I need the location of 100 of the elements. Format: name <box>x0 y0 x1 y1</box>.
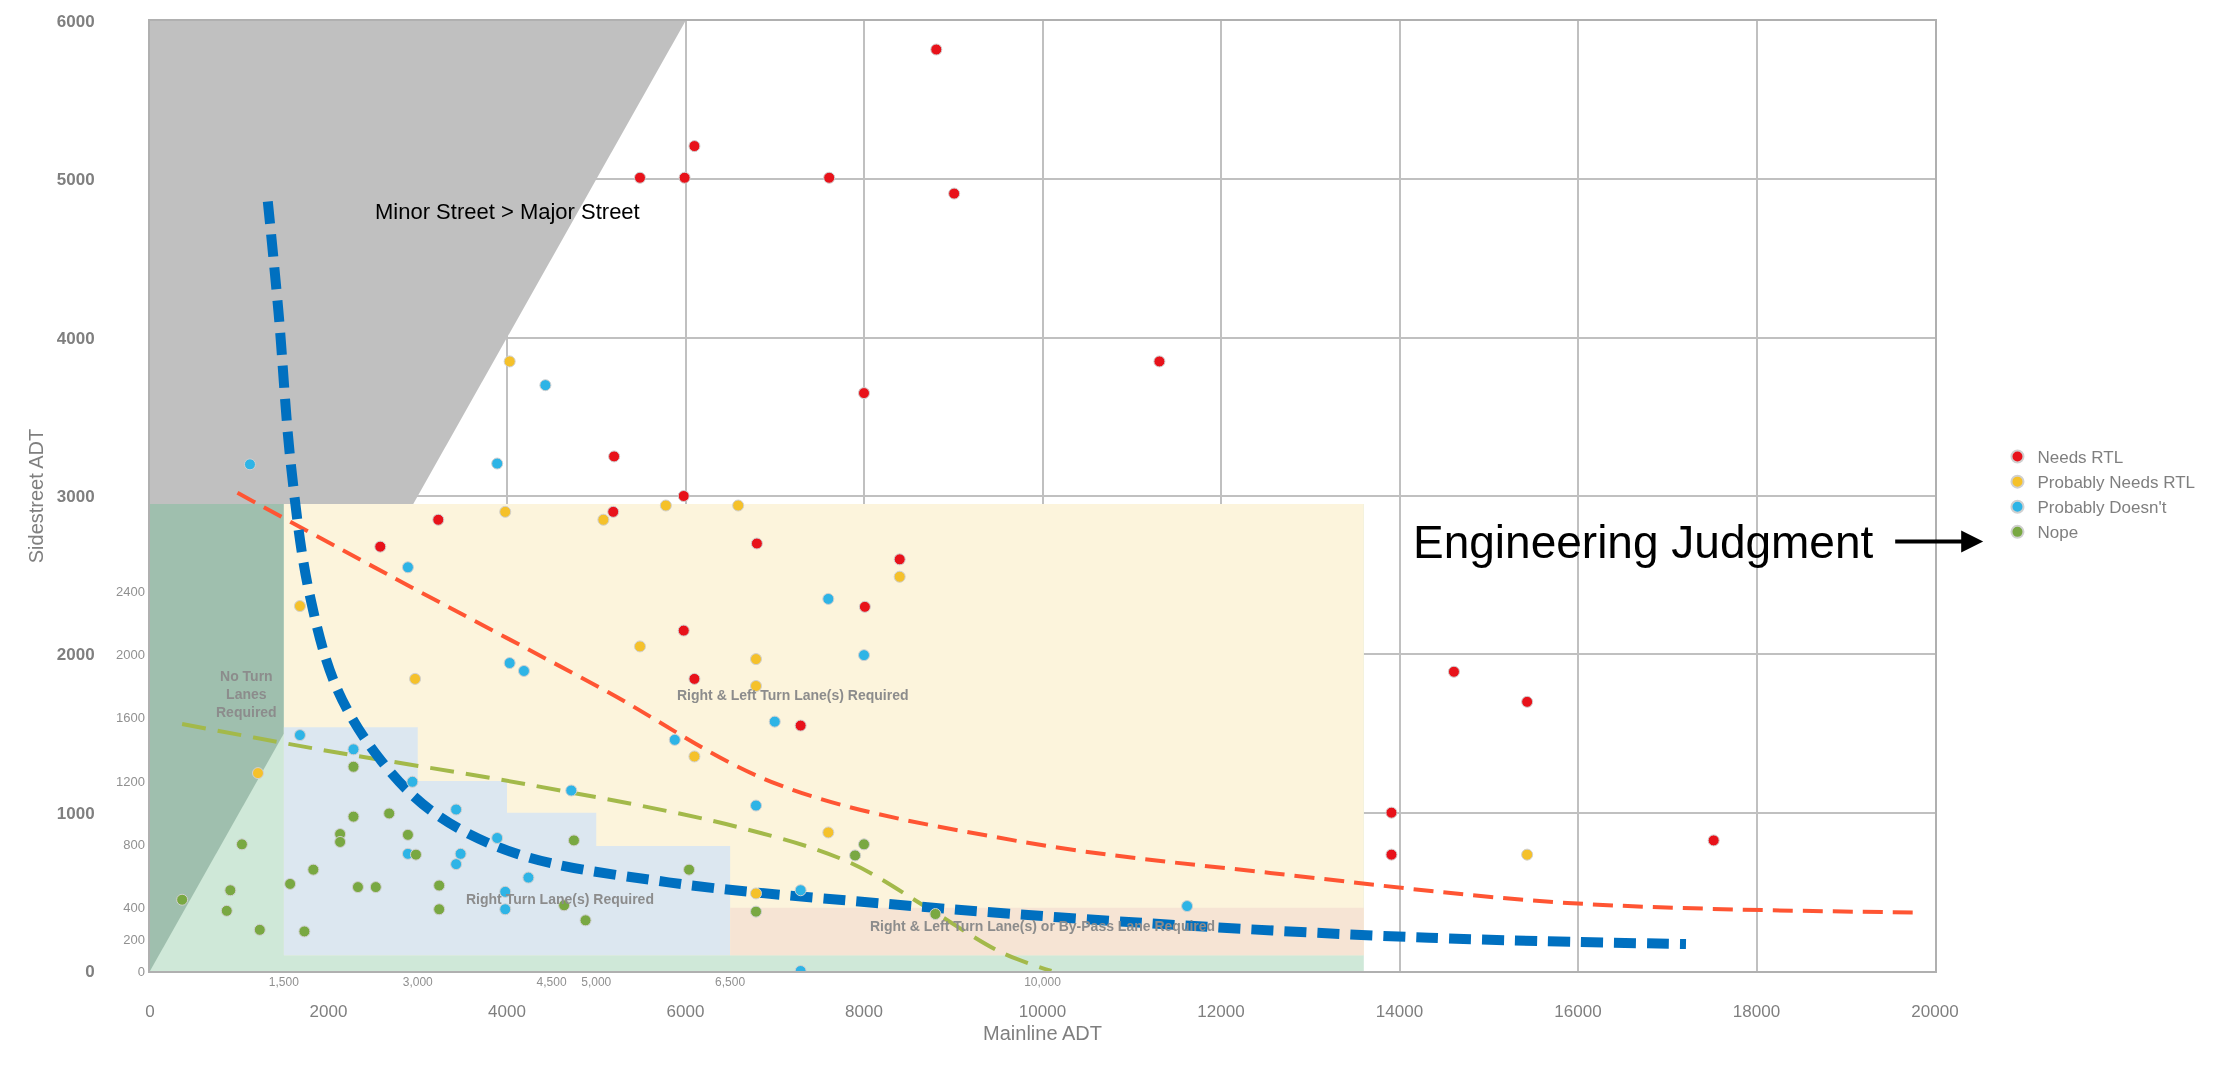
point <box>433 903 446 916</box>
point <box>893 570 906 583</box>
point <box>688 140 701 153</box>
point <box>235 838 248 851</box>
point <box>374 540 387 553</box>
point <box>401 828 414 841</box>
x-tick-label: 0 <box>145 1002 155 1022</box>
point <box>433 879 446 892</box>
point <box>822 592 835 605</box>
point <box>383 807 396 820</box>
point <box>930 43 943 56</box>
point <box>948 187 961 200</box>
point <box>284 877 297 890</box>
point <box>1181 900 1194 913</box>
point <box>1521 695 1534 708</box>
y2-tick-label: 400 <box>123 900 145 916</box>
x2-tick-label: 5,000 <box>581 975 612 989</box>
point <box>499 505 512 518</box>
x2-tick-label: 10,000 <box>1024 975 1062 989</box>
y-tick-label: 5000 <box>56 170 95 190</box>
x2-tick-label: 4,500 <box>536 975 567 989</box>
x-tick-label: 4000 <box>488 1002 526 1022</box>
point <box>522 871 535 884</box>
point <box>1153 355 1166 368</box>
point <box>794 884 807 897</box>
point <box>243 458 256 471</box>
point <box>849 849 862 862</box>
x-tick-label: 8000 <box>845 1002 883 1022</box>
point <box>794 719 807 732</box>
y2-tick-label: 2400 <box>116 583 145 599</box>
x2-tick-label: 3,000 <box>402 975 434 989</box>
y-tick-label: 4000 <box>56 328 95 348</box>
point <box>678 171 691 184</box>
point <box>409 848 422 861</box>
point <box>1447 665 1460 678</box>
y2-tick-label: 1600 <box>116 710 145 726</box>
point <box>293 729 306 742</box>
point <box>1385 848 1398 861</box>
point <box>517 664 530 677</box>
legend-label: Nope <box>2037 523 2079 543</box>
y-tick-label: 1000 <box>56 803 95 823</box>
annotation: Right & Left Turn Lane(s) Required <box>677 687 909 703</box>
y2-tick-label: 200 <box>123 931 145 947</box>
point <box>491 457 504 470</box>
point <box>668 733 681 746</box>
legend-label: Probably Needs RTL <box>2037 473 2195 493</box>
point <box>307 863 320 876</box>
point <box>823 171 836 184</box>
x2-tick-label: 6,500 <box>715 975 746 989</box>
point <box>750 799 763 812</box>
point <box>347 760 360 773</box>
point <box>450 803 463 816</box>
point <box>688 672 701 685</box>
x-tick-label: 14000 <box>1375 1002 1424 1022</box>
point <box>677 624 690 637</box>
point <box>176 893 189 906</box>
x-tick-label: 2000 <box>309 1002 348 1022</box>
point <box>1385 806 1398 819</box>
point <box>491 832 504 844</box>
annotation: Engineering Judgment <box>1413 516 1874 568</box>
x-tick-label: 20000 <box>1911 1002 1959 1022</box>
point <box>503 355 516 368</box>
point <box>750 905 763 918</box>
y-axis-title: Sidestreet ADT <box>24 428 47 564</box>
y2-tick-label: 2000 <box>116 646 145 662</box>
point <box>768 715 781 728</box>
point <box>334 835 347 848</box>
point <box>750 653 763 666</box>
point <box>597 513 610 526</box>
y-tick-label: 6000 <box>56 11 95 31</box>
point <box>750 887 763 900</box>
annotation: Minor Street > Major Street <box>375 199 640 224</box>
x-tick-label: 16000 <box>1554 1002 1602 1022</box>
point <box>251 767 264 780</box>
point <box>293 600 306 613</box>
point <box>432 513 445 526</box>
x-tick-label: 10000 <box>1018 1002 1067 1022</box>
point <box>858 387 870 400</box>
legend-label: Probably Doesn't <box>2037 498 2167 518</box>
point <box>858 838 870 851</box>
point <box>220 904 233 917</box>
point <box>454 847 467 860</box>
point <box>750 537 763 550</box>
line-series <box>180 722 1054 971</box>
point <box>633 640 646 653</box>
point <box>929 908 942 920</box>
point <box>608 450 621 463</box>
point <box>406 775 419 788</box>
point <box>347 810 360 823</box>
x-axis-title: Mainline ADT <box>983 1022 1102 1045</box>
y2-tick-label: 800 <box>123 836 145 852</box>
x-tick-label: 12000 <box>1197 1002 1245 1022</box>
point <box>401 561 414 574</box>
point <box>409 672 422 685</box>
point <box>688 750 701 763</box>
y-tick-label: 0 <box>85 961 95 981</box>
annotation: Right Turn Lane(s) Required <box>466 891 654 907</box>
point <box>858 600 871 613</box>
point <box>1707 834 1720 847</box>
point <box>450 858 463 871</box>
